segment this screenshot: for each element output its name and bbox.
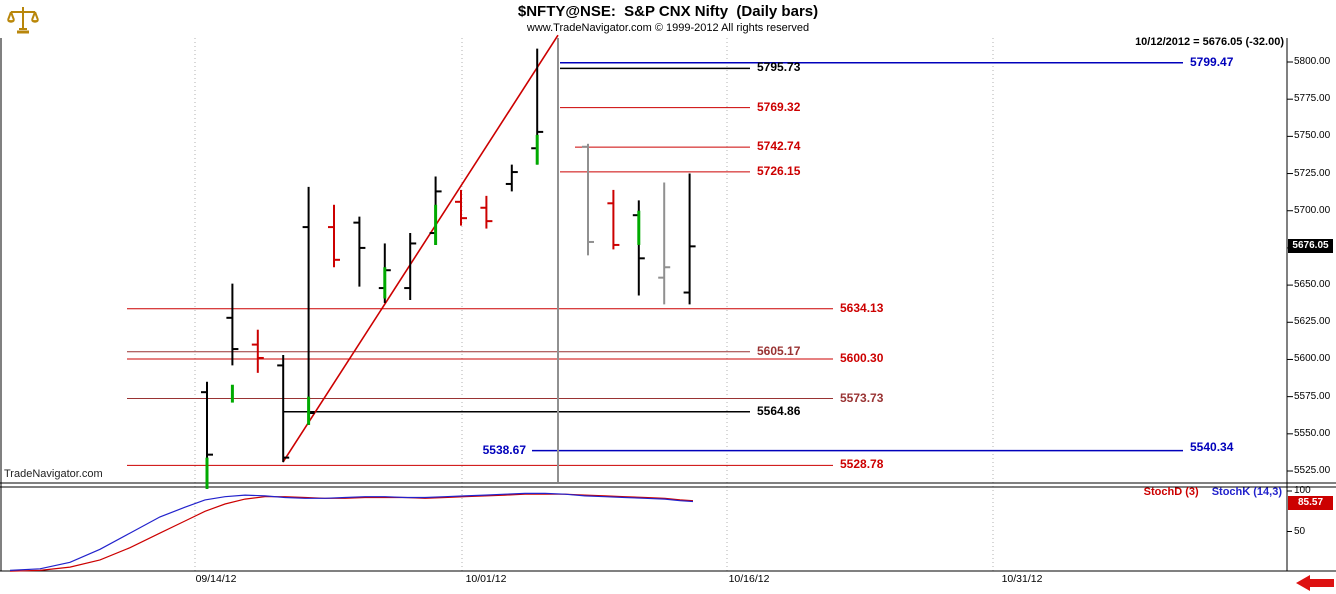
stoch-legend: StochD (3) StochK (14,3) bbox=[1134, 486, 1282, 498]
trend-line bbox=[282, 34, 559, 463]
level-price-label: 5795.73 bbox=[757, 60, 801, 75]
watermark-text: TradeNavigator.com bbox=[4, 468, 103, 480]
level-price-label: 5538.67 bbox=[482, 442, 526, 457]
last-price-badge: 5676.05 bbox=[1288, 239, 1333, 254]
stoch-value-badge: 85.57 bbox=[1288, 495, 1333, 510]
stochk-legend-label: StochK (14,3) bbox=[1211, 486, 1282, 498]
stoch-axis-label: 50 bbox=[1294, 525, 1306, 537]
level-price-label: 5573.73 bbox=[840, 390, 884, 405]
price-axis-label: 5625.00 bbox=[1294, 316, 1331, 328]
price-axis-label: 5575.00 bbox=[1294, 390, 1331, 402]
level-price-label: 5605.17 bbox=[757, 343, 801, 358]
level-price-label: 5769.32 bbox=[757, 99, 801, 114]
level-price-label: 5540.34 bbox=[1190, 440, 1234, 455]
level-price-label: 5528.78 bbox=[840, 457, 884, 472]
stoch-line bbox=[9, 493, 694, 572]
stochd-legend-label: StochD (3) bbox=[1143, 486, 1199, 498]
price-axis-label: 5600.00 bbox=[1294, 353, 1331, 365]
price-axis-label: 5750.00 bbox=[1294, 130, 1331, 142]
level-price-label: 5799.47 bbox=[1190, 54, 1234, 69]
price-axis-label: 5700.00 bbox=[1294, 204, 1331, 216]
stoch-axis-label: 100 bbox=[1294, 485, 1311, 496]
date-axis-label: 10/31/12 bbox=[1001, 573, 1043, 585]
price-axis-label: 5775.00 bbox=[1294, 93, 1331, 105]
level-price-label: 5564.86 bbox=[757, 403, 801, 418]
price-axis-label: 5725.00 bbox=[1294, 167, 1331, 179]
level-price-label: 5634.13 bbox=[840, 300, 884, 315]
trade-navigator-logo-icon bbox=[7, 7, 39, 34]
level-price-label: 5742.74 bbox=[757, 139, 801, 154]
chart-subtitle: www.TradeNavigator.com © 1999-2012 All r… bbox=[526, 22, 810, 34]
last-quote-info: 10/12/2012 = 5676.05 (-32.00) bbox=[1135, 36, 1284, 48]
level-price-label: 5600.30 bbox=[840, 351, 884, 365]
price-axis-label: 5525.00 bbox=[1294, 465, 1331, 476]
date-axis-label: 09/14/12 bbox=[195, 573, 237, 585]
price-axis-label: 5650.00 bbox=[1294, 279, 1331, 291]
red-left-arrow-icon[interactable] bbox=[1294, 573, 1336, 593]
stoch-line bbox=[9, 492, 694, 571]
price-axis-label: 5550.00 bbox=[1294, 427, 1331, 439]
chart-title: $NFTY@NSE: S&P CNX Nifty (Daily bars) bbox=[517, 3, 819, 20]
date-axis-label: 10/16/12 bbox=[728, 573, 770, 585]
price-axis-label: 5800.00 bbox=[1294, 56, 1331, 67]
date-axis-label: 10/01/12 bbox=[465, 573, 507, 585]
level-price-label: 5726.15 bbox=[757, 163, 801, 178]
